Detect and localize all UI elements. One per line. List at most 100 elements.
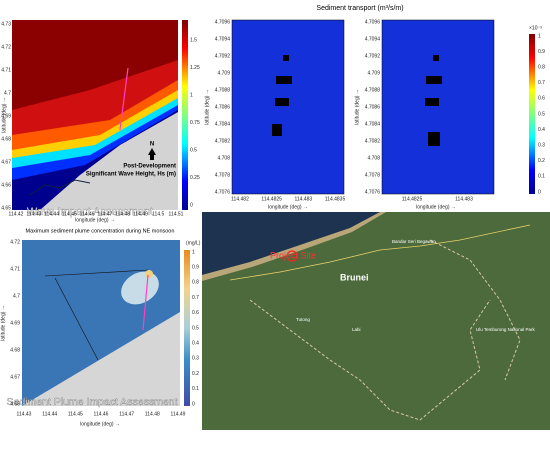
x-axis-label: longitude (deg) → xyxy=(268,204,308,210)
y-tick-label: 4.7096 xyxy=(215,19,231,25)
x-tick-label: 114.51 xyxy=(169,211,184,217)
panel-title: Maximum sediment plume concentration dur… xyxy=(26,228,175,234)
x-tick-label: 114.42 xyxy=(9,211,24,217)
y-tick-label: 4.708 xyxy=(367,155,380,161)
structure xyxy=(119,67,129,131)
plume-core xyxy=(145,270,153,278)
wave-panel: N Post-Development Significant Wave Heig… xyxy=(1,20,188,223)
map-sea xyxy=(202,212,380,275)
colorbar-tick-label: 0.7 xyxy=(538,80,545,86)
coast xyxy=(202,212,386,281)
y-tick-label: 4.68 xyxy=(10,347,20,353)
project-label: Project Site xyxy=(270,250,316,260)
plot-area xyxy=(381,19,495,195)
y-tick-label: 4.68 xyxy=(1,136,11,142)
y-tick-label: 4.7076 xyxy=(365,189,381,195)
colorbar-tick-label: 0.5 xyxy=(192,325,199,331)
colorbar-tick-label: 1.5 xyxy=(190,37,197,43)
y-tick-label: 4.69 xyxy=(10,320,20,326)
y-tick-label: 4.7086 xyxy=(365,104,381,110)
sediment-blobs xyxy=(272,55,442,146)
y-tick-label: 4.7094 xyxy=(215,36,231,42)
land xyxy=(40,112,178,210)
y-tick-label: 4.7078 xyxy=(215,172,231,178)
blob xyxy=(283,55,289,61)
y-tick-label: 4.7076 xyxy=(215,189,231,195)
y-tick-label: 4.7088 xyxy=(365,87,381,93)
y-tick-label: 4.709 xyxy=(217,70,230,76)
x-tick-label: 114.4825 xyxy=(402,196,423,202)
colorbar-tick-label: 0.1 xyxy=(192,386,199,392)
x-tick-label: 114.43 xyxy=(17,411,32,417)
colorbar-tick-label: 0.3 xyxy=(192,356,199,362)
y-tick-label: 4.7086 xyxy=(215,104,231,110)
y-tick-label: 4.7 xyxy=(13,293,20,299)
colorbar-tick-label: 0.6 xyxy=(538,96,545,102)
y-tick-label: 4.7088 xyxy=(215,87,231,93)
colorbar-tick-label: 0.5 xyxy=(190,147,197,153)
y-tick-label: 4.67 xyxy=(10,374,20,380)
y-tick-label: 4.7096 xyxy=(365,19,381,25)
y-tick-label: 4.71 xyxy=(10,266,20,272)
blob xyxy=(428,132,440,146)
colorbar-tick-label: 0.2 xyxy=(538,158,545,164)
north-label: N xyxy=(150,142,154,148)
x-tick-label: 114.44 xyxy=(42,411,57,417)
map-panel: Project Site Brunei Tutong Labi Bandar S… xyxy=(202,212,550,430)
transect xyxy=(44,269,149,277)
blob xyxy=(425,98,439,106)
x-tick-label: 114.46 xyxy=(94,411,109,417)
x-tick-label: 114.49 xyxy=(171,411,186,417)
colorbar-tick-label: 0.9 xyxy=(192,265,199,271)
colorbar xyxy=(529,34,535,194)
x-tick-label: 114.43 xyxy=(26,211,41,217)
structure xyxy=(142,274,149,331)
country-label: Brunei xyxy=(340,272,369,282)
y-tick-label: 4.66 xyxy=(10,401,20,407)
colorbar-tick-label: 0 xyxy=(538,189,541,195)
blob xyxy=(276,76,292,84)
place-label: Ulu Temburong National Park xyxy=(476,327,535,332)
y-tick-label: 4.7078 xyxy=(365,172,381,178)
y-tick-label: 4.7092 xyxy=(365,53,381,59)
x-tick-label: 114.47 xyxy=(119,411,134,417)
colorbar-tick-label: 0.8 xyxy=(538,65,545,71)
colorbar xyxy=(182,20,188,210)
y-tick-label: 4.72 xyxy=(10,239,20,245)
colorbar-tick-label: 0.8 xyxy=(192,280,199,286)
colorbar-tick-label: 0.1 xyxy=(538,174,545,180)
y-tick-label: 4.66 xyxy=(1,182,11,188)
colorbar-tick-label: 0.9 xyxy=(538,49,545,55)
colorbar-tick-label: 0.7 xyxy=(192,295,199,301)
place-label: Labi xyxy=(352,327,361,332)
plume xyxy=(121,271,159,305)
x-tick-label: 114.4825 xyxy=(261,196,282,202)
x-tick-label: 114.45 xyxy=(62,211,77,217)
y-tick-label: 4.7082 xyxy=(365,138,381,144)
y-tick-label: 4.65 xyxy=(1,205,11,211)
y-axis-label: latitude (deg) → xyxy=(0,305,6,341)
colorbar-unit: (mg/L) xyxy=(186,240,201,246)
x-tick-label: 114.48 xyxy=(145,411,160,417)
colorbar xyxy=(184,250,190,406)
colorbar-tick-label: 0.6 xyxy=(192,310,199,316)
y-tick-label: 4.7084 xyxy=(365,121,381,127)
x-tick-label: 114.483 xyxy=(455,196,473,202)
colorbar-tick-label: 0.5 xyxy=(538,111,545,117)
x-tick-label: 114.48 xyxy=(115,211,130,217)
caption: Post-Development xyxy=(123,164,176,170)
colorbar-tick-label: 0.25 xyxy=(190,175,200,181)
x-tick-label: 114.5 xyxy=(152,211,164,217)
sediment-panel: Sediment transport (m³/s/m) ×10⁻³ longit… xyxy=(204,5,542,210)
land xyxy=(22,312,180,406)
x-tick-label: 114.46 xyxy=(80,211,95,217)
north-arrow xyxy=(148,148,156,160)
y-tick-label: 4.72 xyxy=(1,44,11,50)
caption: Significant Wave Height, Hs (m) xyxy=(86,172,176,178)
x-tick-label: 114.4835 xyxy=(325,196,346,202)
x-axis-label: longitude (deg) → xyxy=(75,217,115,223)
colorbar-tick-label: 0.3 xyxy=(538,143,545,149)
x-axis-label: longitude (deg) → xyxy=(416,204,456,210)
place-label: Tutong xyxy=(296,317,310,322)
